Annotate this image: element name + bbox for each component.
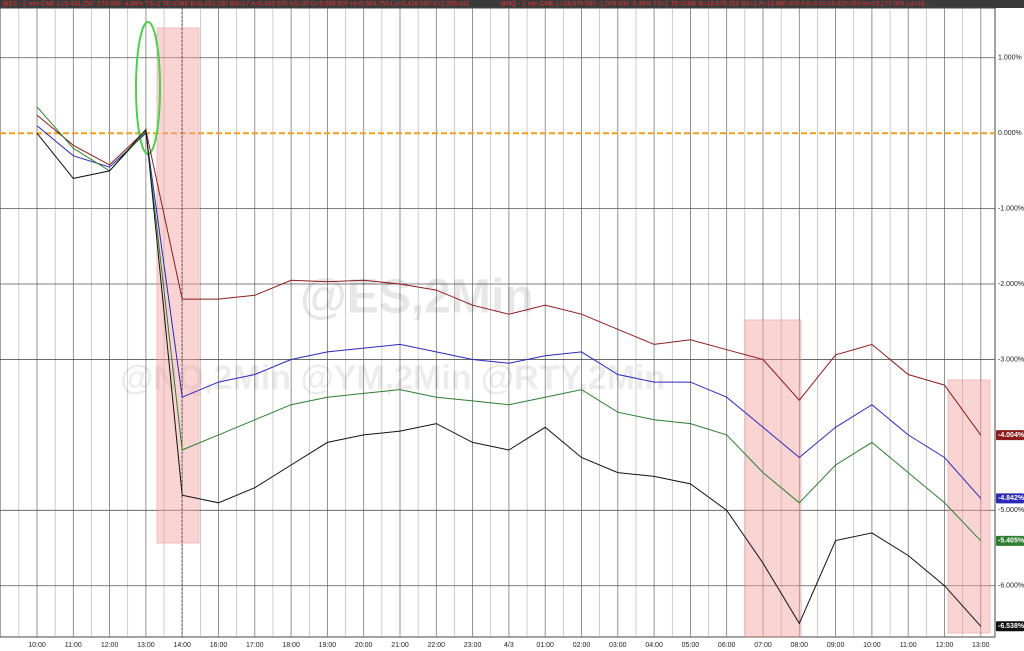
series-line: [36, 125, 982, 499]
y-tick-label: -3.000%: [998, 356, 1024, 363]
x-tick-label: 03:00: [609, 642, 627, 649]
x-tick-label: 22:00: [428, 642, 446, 649]
y-tick-label: -2.000%: [998, 281, 1024, 288]
x-tick-label: 12:00: [101, 642, 119, 649]
value-label-box: [996, 493, 1024, 504]
plot-border: [0, 7, 996, 638]
y-tick-label: 0.000%: [998, 130, 1022, 137]
x-tick-label: 4/3: [504, 642, 514, 649]
series-line: [36, 114, 982, 436]
x-tick-label: 08:00: [791, 642, 809, 649]
header-bar: [0, 0, 1024, 8]
header-es: @ES - 2 min CME L=5,433.250 -279.000 -4.…: [2, 1, 470, 8]
value-label-box: [996, 535, 1024, 546]
series-line: [36, 106, 982, 542]
header-nq: @NQ - 2 min CME L=18,679.500 -1,078.500 …: [500, 1, 932, 8]
x-tick-label: 06:00: [718, 642, 736, 649]
highlight-ellipse: [135, 21, 161, 155]
x-tick-label: 17:00: [246, 642, 264, 649]
x-tick-label: 05:00: [682, 642, 700, 649]
x-tick-label: 14:00: [173, 642, 191, 649]
x-tick-label: 09:00: [827, 642, 845, 649]
x-tick-label: 11:00: [65, 642, 82, 649]
x-tick-label: 12:00: [936, 642, 954, 649]
value-label: -6.538%: [998, 623, 1024, 630]
x-tick-label: 10:00: [863, 642, 881, 649]
highlight-box: [744, 319, 802, 638]
x-tick-label: 19:00: [319, 642, 337, 649]
x-tick-label: 23:00: [464, 642, 482, 649]
y-tick-label: -6.000%: [998, 583, 1024, 590]
value-label: -4.842%: [998, 495, 1024, 502]
value-label: -5.405%: [998, 538, 1024, 545]
y-tick-label: -5.000%: [998, 507, 1024, 514]
x-tick-label: 13:00: [972, 642, 990, 649]
x-tick-label: 16:00: [210, 642, 228, 649]
watermark: @ES,2Min: [300, 271, 534, 324]
x-tick-label: 02:00: [573, 642, 591, 649]
x-tick-label: 11:00: [900, 642, 917, 649]
x-tick-label: 10:00: [28, 642, 46, 649]
grid: [0, 7, 996, 638]
x-tick-label: 04:00: [645, 642, 663, 649]
x-tick-label: 21:00: [391, 642, 409, 649]
y-tick-label: 1.000%: [998, 55, 1022, 62]
value-label-box: [996, 621, 1024, 632]
highlight-box: [947, 379, 991, 634]
x-tick-label: 07:00: [754, 642, 772, 649]
value-label-box: [996, 430, 1024, 441]
x-tick-label: 20:00: [355, 642, 373, 649]
x-tick-label: 18:00: [282, 642, 300, 649]
x-tick-label: 01:00: [536, 642, 554, 649]
y-tick-label: -1.000%: [998, 205, 1024, 212]
series-line: [36, 128, 982, 627]
x-tick-label: 13:00: [137, 642, 155, 649]
value-label: -4.004%: [998, 432, 1024, 439]
